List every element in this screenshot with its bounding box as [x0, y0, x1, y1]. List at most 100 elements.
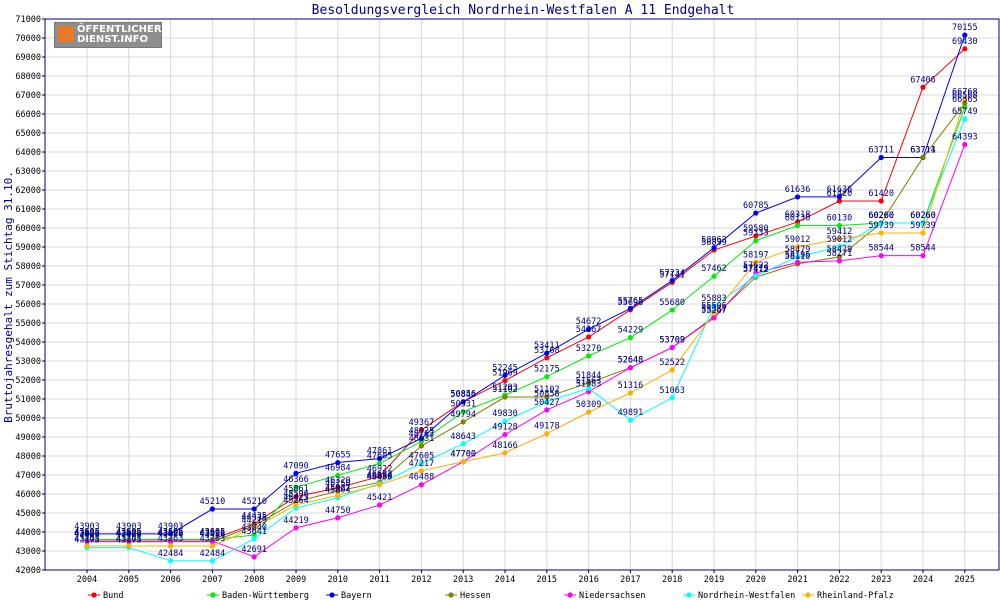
- data-point-hessen: [920, 154, 926, 161]
- data-label-nordrhein-westfalen: 42484: [200, 549, 226, 559]
- data-label-niedersachsen: 57622: [743, 261, 769, 271]
- x-tick-label: 2016: [578, 575, 598, 585]
- data-point-niedersachsen: [251, 554, 257, 560]
- data-point-nordrhein-westfalen: [836, 244, 843, 250]
- site-logo: ÖFFENTLICHER DIENST.INFO: [54, 22, 162, 48]
- data-point-hessen: [836, 254, 843, 260]
- data-point-bund: [293, 494, 299, 500]
- data-label-bayern: 58963: [701, 236, 727, 246]
- data-point-bund: [418, 427, 424, 433]
- data-point-bund: [920, 84, 926, 90]
- data-point-rheinland-pfalz: [544, 431, 550, 437]
- data-point-nordrhein-westfalen: [209, 558, 215, 564]
- legend-swatch-marker: [686, 592, 692, 598]
- data-point-baden-w-rttemberg: [335, 472, 341, 478]
- data-label-rheinland-pfalz: 45425: [283, 493, 309, 503]
- data-label-bayern: 52245: [492, 363, 518, 373]
- y-tick-label: 65000: [15, 129, 41, 139]
- data-label-baden-w-rttemberg: 60130: [785, 214, 811, 224]
- y-tick-label: 60000: [15, 224, 41, 234]
- data-label-rheinland-pfalz: 47700: [450, 450, 476, 460]
- data-point-bund: [377, 473, 383, 480]
- y-axis-label: Bruttojahresgehalt zum Stichtag 31.10.: [2, 171, 15, 423]
- data-point-niedersachsen: [711, 315, 717, 321]
- data-label-bund: 57141: [659, 270, 685, 280]
- data-label-bayern: 60785: [743, 201, 769, 211]
- data-label-bund: 46922: [367, 464, 393, 474]
- data-label-niedersachsen: 45421: [367, 493, 393, 503]
- y-tick-label: 56000: [15, 300, 41, 310]
- logo-line-2: DIENST.INFO: [77, 34, 148, 45]
- data-label-baden-w-rttemberg: 43605: [116, 528, 142, 538]
- x-tick-label: 2015: [537, 575, 557, 585]
- data-point-rheinland-pfalz: [795, 244, 801, 250]
- data-label-baden-w-rttemberg: 51203: [492, 383, 518, 393]
- data-label-baden-w-rttemberg: 46366: [283, 475, 309, 485]
- data-label-bund: 45861: [283, 485, 309, 495]
- data-label-rheinland-pfalz: 58197: [743, 250, 769, 260]
- series-line-bayern: [87, 34, 966, 535]
- data-point-rheinland-pfalz: [418, 468, 424, 474]
- data-point-rheinland-pfalz: [293, 502, 299, 508]
- y-tick-label: 44000: [15, 528, 41, 538]
- data-label-bayern: 48925: [409, 426, 435, 436]
- data-point-niedersachsen: [502, 431, 508, 438]
- data-point-bayern: [753, 210, 759, 216]
- data-label-nordrhein-westfalen: 51563: [576, 376, 602, 386]
- data-point-baden-w-rttemberg: [711, 273, 717, 279]
- x-tick-label: 2005: [119, 575, 139, 585]
- data-label-baden-w-rttemberg: 46984: [325, 463, 351, 473]
- data-label-hessen: 58479: [827, 245, 853, 255]
- data-label-rheinland-pfalz: 50309: [576, 400, 602, 410]
- data-label-niedersachsen: 46488: [409, 473, 435, 483]
- data-label-bund: 60318: [785, 210, 811, 220]
- data-label-nordrhein-westfalen: 51063: [659, 386, 685, 396]
- data-label-bayern: 61636: [785, 185, 811, 195]
- data-point-rheinland-pfalz: [711, 310, 717, 316]
- data-label-nordrhein-westfalen: 43175: [74, 536, 100, 546]
- data-point-bayern: [335, 459, 341, 466]
- data-label-nordrhein-westfalen: 60260: [910, 211, 936, 221]
- data-point-niedersachsen: [84, 538, 90, 544]
- data-point-bayern: [544, 350, 550, 356]
- data-point-niedersachsen: [377, 502, 383, 508]
- data-point-bayern: [418, 435, 424, 442]
- x-tick-label: 2009: [286, 575, 306, 585]
- data-label-bayern: 55765: [618, 296, 644, 306]
- data-point-bayern: [795, 194, 801, 200]
- series-line-niedersachsen: [87, 144, 966, 558]
- data-point-bund: [544, 355, 550, 361]
- data-label-bund: 43605: [158, 528, 184, 538]
- data-point-nordrhein-westfalen: [586, 385, 592, 391]
- y-tick-label: 43000: [15, 547, 41, 557]
- data-label-niedersachsen: 58195: [785, 250, 811, 260]
- data-label-nordrhein-westfalen: 45264: [283, 496, 309, 506]
- data-label-bund: 43605: [74, 528, 100, 538]
- data-point-baden-w-rttemberg: [251, 532, 257, 538]
- data-label-hessen: 44335: [241, 514, 267, 524]
- data-label-rheinland-pfalz: 51316: [618, 381, 644, 391]
- data-label-bund: 51969: [492, 369, 518, 379]
- legend-swatch-marker: [567, 592, 573, 598]
- x-tick-label: 2017: [620, 575, 640, 585]
- data-label-hessen: 60260: [868, 211, 894, 221]
- data-label-hessen: 46622: [367, 470, 393, 480]
- legend-swatch-marker: [329, 592, 335, 598]
- y-tick-label: 57000: [15, 281, 41, 291]
- data-label-niedersachsen: 64393: [952, 133, 978, 143]
- series-points: [84, 32, 968, 564]
- data-label-niedersachsen: 42691: [241, 545, 267, 555]
- data-label-rheinland-pfalz: 43263: [116, 534, 142, 544]
- legend-item-label: Hessen: [460, 591, 491, 600]
- data-label-hessen: 49794: [450, 410, 476, 420]
- grid: [45, 18, 999, 571]
- data-label-rheinland-pfalz: 59739: [868, 221, 894, 231]
- data-point-baden-w-rttemberg: [293, 484, 299, 490]
- data-label-baden-w-rttemberg: 60260: [910, 211, 936, 221]
- x-tick-label: 2021: [787, 575, 807, 585]
- data-point-nordrhein-westfalen: [753, 273, 759, 279]
- data-label-nordrhein-westfalen: 65749: [952, 107, 978, 117]
- data-label-rheinland-pfalz: 55506: [701, 301, 727, 311]
- data-label-hessen: 66568: [952, 91, 978, 101]
- data-label-niedersachsen: 52648: [618, 356, 644, 366]
